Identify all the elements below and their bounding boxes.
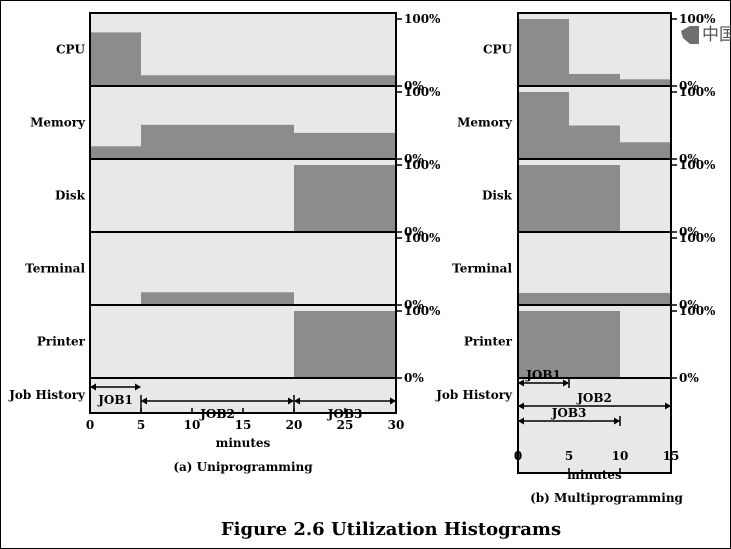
row-label-terminal-a: Terminal <box>25 262 85 276</box>
bar-memory-a-1 <box>141 124 294 159</box>
side-badge-label: 中国 <box>702 25 731 45</box>
pct-label-bottom-b-4: 0% <box>679 371 699 385</box>
row-label-printer-a: Printer <box>37 335 86 349</box>
bar-printer-b-0 <box>518 311 620 378</box>
pct-label-top-b-0: 100% <box>679 12 716 26</box>
pct-label-top-a-4: 100% <box>404 304 441 318</box>
job-arrowhead-left-job3-a <box>294 397 300 405</box>
x-tick-label-b-3: 15 <box>663 449 680 463</box>
x-tick-label-a-1: 5 <box>137 418 145 432</box>
bar-memory-a-2 <box>294 132 396 159</box>
bar-cpu-a-1 <box>141 75 396 86</box>
job-arrowhead-right-job1-a <box>135 383 141 391</box>
job-label-job3-a: JOB3 <box>327 407 363 421</box>
job-label-job1-a: JOB1 <box>97 393 133 407</box>
bar-memory-a-0 <box>90 146 141 159</box>
uniprogramming-chart: CPU100%0%Memory100%0%Disk100%0%Terminal1… <box>8 12 441 474</box>
bar-printer-a-0 <box>294 311 396 378</box>
job-label-job1-b: JOB1 <box>525 368 561 382</box>
bar-cpu-b-0 <box>518 19 569 86</box>
row-label-cpu-b: CPU <box>483 43 513 57</box>
job-label-job3-b: JOB3 <box>551 406 587 420</box>
job-label-job2-a: JOB2 <box>199 407 235 421</box>
x-tick-label-a-3: 15 <box>235 418 252 432</box>
row-label-disk-b: Disk <box>482 189 513 203</box>
pct-label-top-b-4: 100% <box>679 304 716 318</box>
job-label-job2-b: JOB2 <box>576 391 612 405</box>
row-label-memory-a: Memory <box>30 116 86 130</box>
bar-cpu-b-1 <box>569 73 620 86</box>
pct-label-top-a-1: 100% <box>404 85 441 99</box>
multiprogramming-chart: CPU100%0%Memory100%0%Disk100%0%Terminal1… <box>435 12 716 505</box>
x-tick-label-a-5: 25 <box>337 418 354 432</box>
job-arrowhead-right-job3-b <box>614 417 620 425</box>
row-label-terminal-b: Terminal <box>452 262 512 276</box>
row-label-disk-a: Disk <box>55 189 86 203</box>
pct-label-bottom-a-1: 0% <box>404 152 424 166</box>
job-history-label-a: Job History <box>8 388 86 402</box>
bar-disk-b-0 <box>518 165 620 232</box>
bar-memory-b-2 <box>620 142 671 159</box>
pct-label-bottom-a-0: 0% <box>404 79 424 93</box>
chart-subtitle-b: (b) Multiprogramming <box>530 491 683 505</box>
pct-label-bottom-a-4: 0% <box>404 371 424 385</box>
job-arrowhead-right-job3-a <box>390 397 396 405</box>
job-arrowhead-right-job1-b <box>563 379 569 387</box>
job-arrowhead-left-job1-a <box>90 383 96 391</box>
job-arrowhead-left-job1-b <box>518 379 524 387</box>
chart-subtitle-a: (a) Uniprogramming <box>173 460 313 474</box>
bar-cpu-a-0 <box>90 32 141 86</box>
x-tick-label-b-0: 0 <box>514 449 522 463</box>
x-tick-label-a-4: 20 <box>286 418 303 432</box>
x-tick-label-a-6: 30 <box>388 418 405 432</box>
pct-label-bottom-a-2: 0% <box>404 225 424 239</box>
pct-label-top-a-2: 100% <box>404 158 441 172</box>
pct-label-top-b-3: 100% <box>679 231 716 245</box>
x-axis-label-a: minutes <box>216 436 271 450</box>
job-arrowhead-left-job2-b <box>518 402 524 410</box>
pct-label-bottom-b-2: 0% <box>679 225 699 239</box>
side-badge[interactable]: 中国 <box>681 24 731 46</box>
pct-label-top-b-1: 100% <box>679 85 716 99</box>
x-tick-label-b-2: 10 <box>612 449 629 463</box>
bar-disk-a-0 <box>294 165 396 232</box>
row-label-printer-b: Printer <box>464 335 513 349</box>
x-tick-label-a-0: 0 <box>86 418 94 432</box>
pct-label-top-a-3: 100% <box>404 231 441 245</box>
speech-bubble-tab-icon <box>681 26 699 44</box>
x-tick-label-b-1: 5 <box>565 449 573 463</box>
job-arrowhead-left-job3-b <box>518 417 524 425</box>
bar-memory-b-0 <box>518 92 569 159</box>
x-axis-label-b: minutes <box>567 468 622 482</box>
bar-terminal-b-0 <box>518 292 671 305</box>
job-arrowhead-right-job2-b <box>665 402 671 410</box>
pct-label-bottom-b-1: 0% <box>679 152 699 166</box>
row-label-cpu-a: CPU <box>56 43 86 57</box>
pct-label-top-a-0: 100% <box>404 12 441 26</box>
job-arrowhead-left-job2-a <box>141 397 147 405</box>
row-label-memory-b: Memory <box>457 116 513 130</box>
pct-label-bottom-b-0: 0% <box>679 79 699 93</box>
bar-cpu-b-2 <box>620 79 671 86</box>
pct-label-top-b-2: 100% <box>679 158 716 172</box>
job-history-label-b: Job History <box>435 388 513 402</box>
pct-label-bottom-a-3: 0% <box>404 298 424 312</box>
job-arrowhead-right-job2-a <box>288 397 294 405</box>
chart-border-b <box>517 12 672 474</box>
x-tick-label-a-2: 10 <box>184 418 201 432</box>
bar-memory-b-1 <box>569 125 620 159</box>
chart-panel-b <box>517 12 672 474</box>
figure-caption: Figure 2.6 Utilization Histograms <box>221 519 561 540</box>
pct-label-bottom-b-3: 0% <box>679 298 699 312</box>
bar-terminal-a-0 <box>141 292 294 305</box>
